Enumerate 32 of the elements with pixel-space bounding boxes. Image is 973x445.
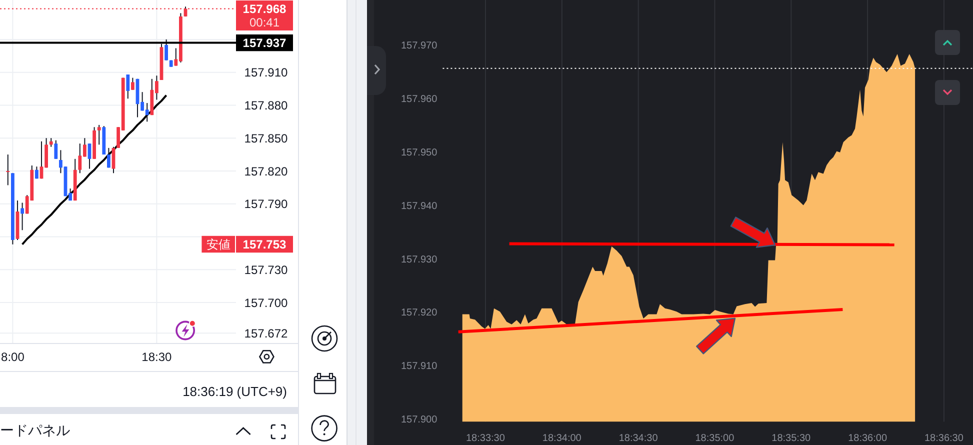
y-tick-label: 157.930 bbox=[401, 254, 438, 266]
text: 00:41 bbox=[249, 15, 280, 30]
y-tick-label: 157.910 bbox=[244, 66, 288, 80]
x-tick-label: 18:35:30 bbox=[772, 433, 812, 444]
text: 157.753 bbox=[242, 238, 287, 252]
text: ードパネル bbox=[0, 422, 70, 438]
y-tick-label: 157.970 bbox=[401, 40, 438, 52]
y-tick-label: 157.880 bbox=[244, 98, 288, 113]
y-tick-label: 157.730 bbox=[244, 262, 288, 277]
x-tick-label: 8:00 bbox=[1, 350, 25, 364]
x-tick-label: 18:34:00 bbox=[542, 433, 582, 444]
y-tick-label: 157.850 bbox=[244, 131, 288, 146]
y-tick-label: 157.920 bbox=[401, 308, 438, 319]
x-tick-label: 18:30 bbox=[142, 350, 172, 364]
x-tick-label: 18:36:00 bbox=[848, 433, 888, 444]
y-tick-label: 157.950 bbox=[401, 147, 438, 158]
ref-line-label: 157.937 bbox=[242, 36, 287, 50]
y-tick-label: 157.900 bbox=[401, 414, 438, 426]
y-tick-label: 157.910 bbox=[401, 361, 438, 372]
text: 安値 bbox=[206, 238, 230, 252]
y-tick-label: 157.820 bbox=[244, 164, 288, 178]
y-tick-label: 157.940 bbox=[401, 200, 438, 212]
x-tick-label: 18:35:00 bbox=[695, 433, 735, 444]
x-tick-label: 18:36:30 bbox=[924, 433, 964, 444]
y-tick-label: 157.700 bbox=[244, 296, 288, 310]
y-tick-label: 157.672 bbox=[244, 326, 288, 340]
ref-line-label: 157.968 bbox=[242, 2, 287, 16]
x-tick-label: 18:33:30 bbox=[466, 433, 506, 444]
text: 18:36:19 (UTC+9) bbox=[182, 384, 287, 399]
x-tick-label: 18:34:30 bbox=[618, 433, 658, 444]
y-tick-label: 157.960 bbox=[401, 94, 438, 105]
y-tick-label: 157.790 bbox=[244, 197, 288, 212]
